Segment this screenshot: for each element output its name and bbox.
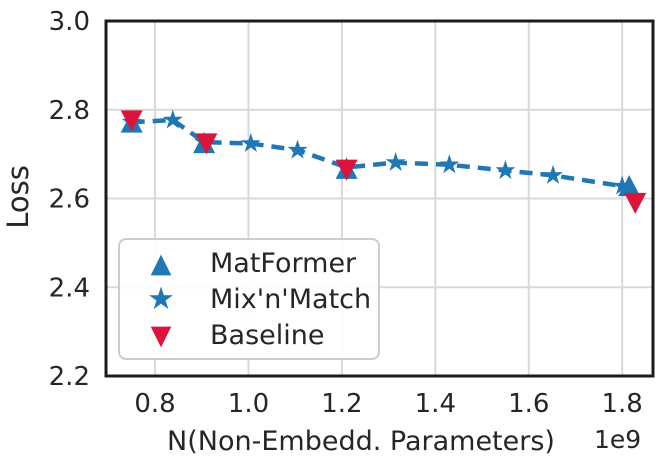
data-point-star [385,152,406,172]
y-tick-label: 2.4 [49,273,90,303]
data-point-triangle-up [618,175,641,197]
legend-item-mixnmatch: ★ Mix'n'Match [120,281,378,317]
data-point-star [543,164,564,184]
legend-label: MatFormer [210,247,357,279]
x-tick-label: 1.4 [415,389,456,419]
triangle-up-icon: ▲ [150,247,172,279]
data-point-star [439,154,460,174]
data-point-star [612,175,633,195]
tick-layer: 0.8 1.0 1.2 1.4 1.6 1.8 3.0 2.8 2.6 2.4 2.2 [49,7,643,419]
data-point-triangle-down [195,133,218,155]
x-tick-label: 1.8 [601,389,642,419]
x-tick-label: 1.6 [508,389,549,419]
legend-label: Baseline [210,319,325,351]
legend-label: Mix'n'Match [210,283,372,315]
legend: ▲ MatFormer ★ Mix'n'Match ▼ Baseline [118,238,380,360]
y-tick-label: 2.6 [49,185,90,215]
y-tick-label: 2.2 [49,362,90,392]
x-axis-offset-label: 1e9 [594,425,641,454]
y-tick-label: 2.8 [49,96,90,126]
series-layer [120,109,647,214]
data-point-star [287,139,308,159]
data-point-star [240,132,261,152]
x-tick-label: 1.2 [321,389,362,419]
data-point-star [495,160,516,180]
data-point-triangle-down [120,110,143,132]
x-tick-label: 1.0 [228,389,269,419]
legend-item-baseline: ▼ Baseline [120,317,378,353]
triangle-down-icon: ▼ [150,319,172,351]
series-line-mixnmatch [131,117,623,189]
data-point-triangle-down [624,192,647,214]
star-icon: ★ [147,280,175,317]
data-point-triangle-down [335,159,358,181]
plot-border [104,19,655,378]
x-axis-label: N(Non-Embedd. Parameters) [167,426,555,457]
y-tick-label: 3.0 [49,7,90,37]
y-axis-label: Loss [1,165,35,229]
x-tick-label: 0.8 [134,389,175,419]
data-point-star [162,109,183,129]
legend-item-matformer: ▲ MatFormer [120,245,378,281]
